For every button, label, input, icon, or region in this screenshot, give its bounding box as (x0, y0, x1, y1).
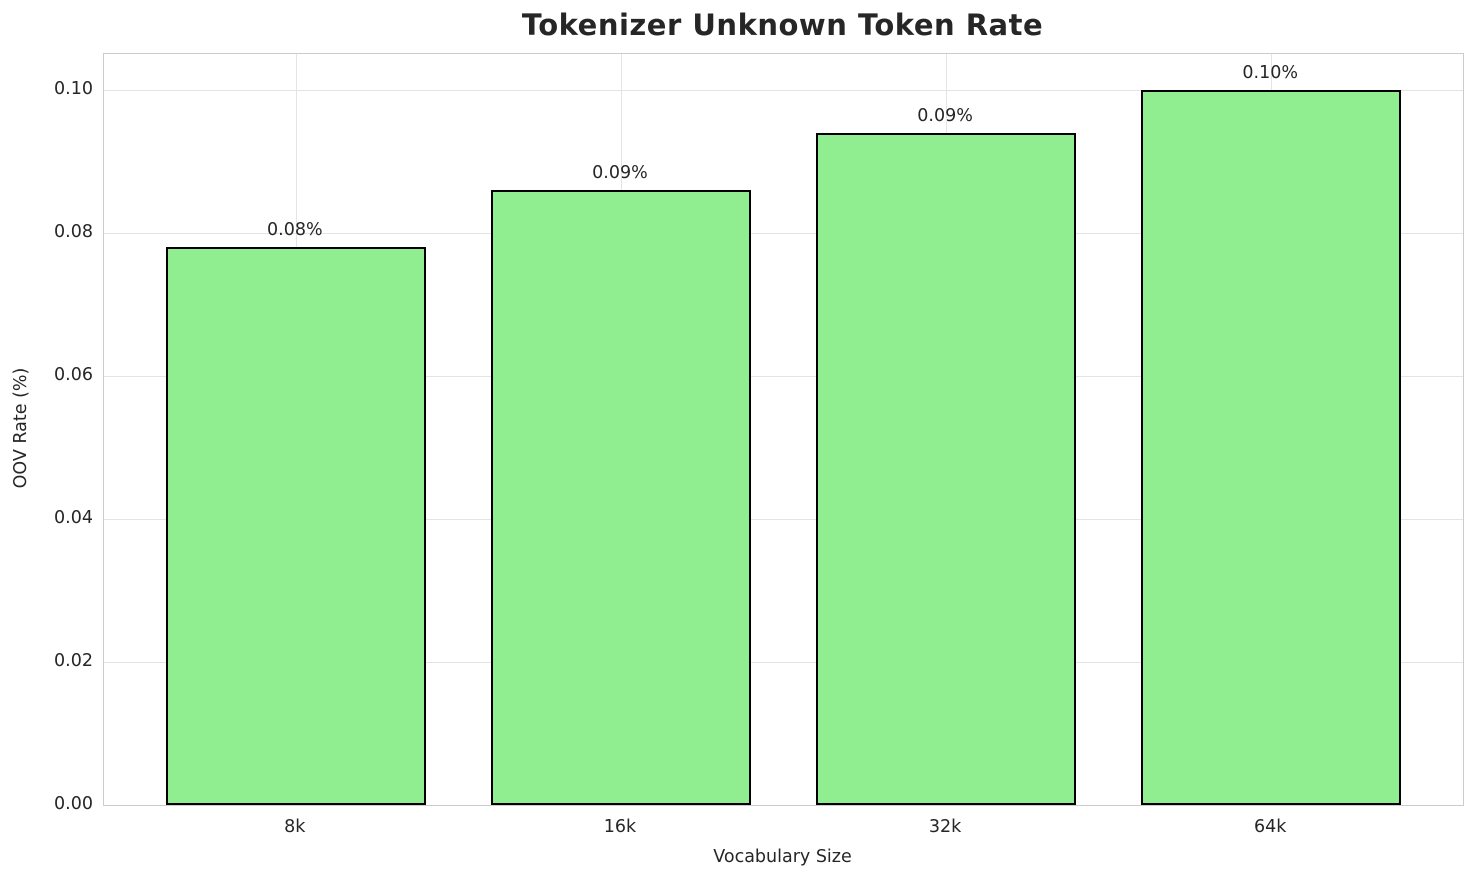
y-gridline (104, 375, 1463, 377)
x-tick-label: 8k (284, 817, 306, 837)
plot-area (103, 53, 1464, 806)
x-tick-label: 32k (928, 817, 962, 837)
y-gridline (104, 89, 1463, 91)
y-tick-label: 0.04 (54, 507, 93, 528)
y-gridline (104, 661, 1463, 663)
bar-32k (816, 132, 1077, 805)
bar-value-label: 0.10% (1242, 62, 1298, 83)
x-tick-label: 64k (1253, 817, 1287, 837)
bar-value-label: 0.08% (267, 220, 323, 241)
bar-64k (1141, 89, 1402, 805)
y-tick-label: 0.02 (54, 650, 93, 671)
y-gridline (104, 518, 1463, 520)
x-tick-label: 16k (603, 817, 637, 837)
bar-value-label: 0.09% (592, 162, 648, 183)
bar-16k (490, 189, 751, 805)
x-axis-label: Vocabulary Size (713, 847, 852, 867)
y-tick-label: 0.08 (54, 221, 93, 242)
y-tick-label: 0.10 (54, 78, 93, 99)
y-tick-label: 0.00 (54, 794, 93, 814)
y-gridline (104, 232, 1463, 234)
chart-title: Tokenizer Unknown Token Rate (521, 8, 1044, 42)
bar-value-label: 0.09% (917, 105, 973, 126)
bar-8k (165, 247, 426, 805)
y-tick-label: 0.06 (54, 364, 93, 385)
